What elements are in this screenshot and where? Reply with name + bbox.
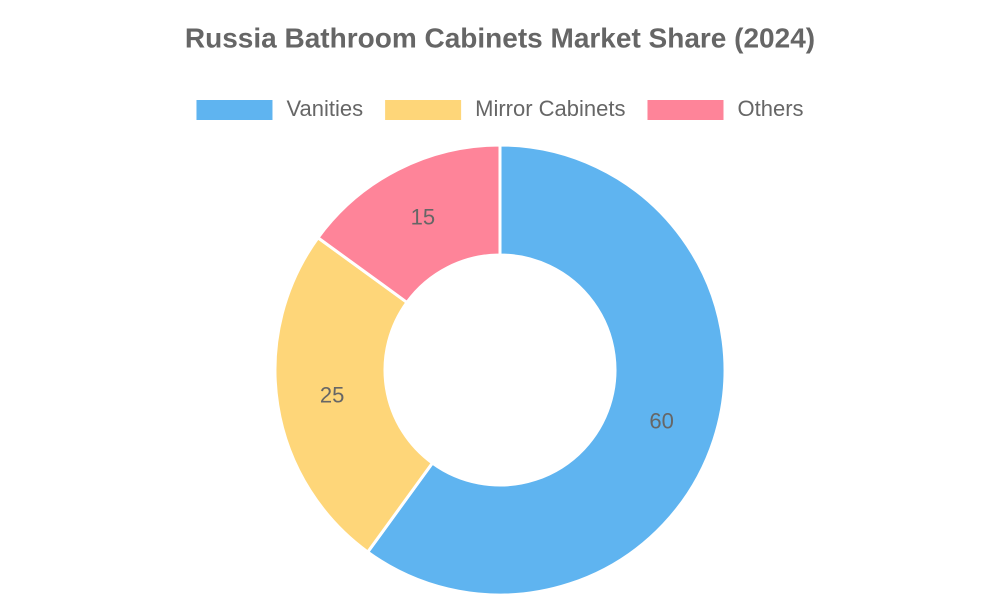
data-label: 60: [649, 408, 673, 433]
data-label: 25: [320, 382, 344, 407]
legend-label: Others: [737, 96, 803, 121]
donut-slice: [315, 143, 502, 305]
data-label: 15: [411, 204, 435, 229]
legend: Vanities Mirror Cabinets Others: [196, 96, 804, 121]
legend-swatch: [196, 100, 273, 120]
legend-label: Mirror Cabinets: [475, 96, 625, 121]
legend-swatch: [647, 100, 724, 120]
donut-slice: [365, 143, 727, 597]
legend-label: Vanities: [286, 96, 363, 121]
chart-title: Russia Bathroom Cabinets Market Share (2…: [185, 22, 815, 53]
donut-slice: [273, 235, 435, 555]
legend-swatch: [385, 100, 462, 120]
